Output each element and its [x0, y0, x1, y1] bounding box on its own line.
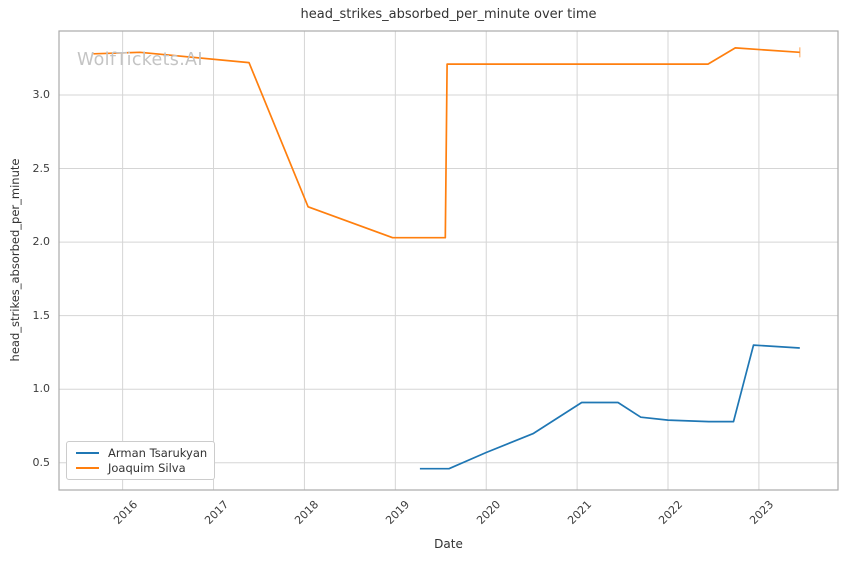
- plot-border: [58, 30, 839, 491]
- y-tick-label: 3.0: [32, 87, 51, 101]
- legend-line-swatch-orange: [76, 467, 99, 470]
- y-axis-label: head_strikes_absorbed_per_minute: [8, 158, 22, 362]
- legend-line-swatch-blue: [76, 451, 99, 454]
- legend-item-joaquim-silva: Joaquim Silva: [76, 461, 210, 475]
- y-tick-label: 0.5: [32, 455, 51, 469]
- legend-item-arman-tsarukyan: Arman Tsarukyan: [76, 446, 210, 460]
- watermark: WolfTickets.AI: [77, 50, 203, 70]
- y-tick-label: 1.5: [32, 308, 51, 322]
- x-axis-label: Date: [434, 537, 463, 551]
- legend: Arman Tsarukyan Joaquim Silva: [66, 441, 215, 480]
- series-line: [419, 344, 800, 470]
- legend-label: Arman Tsarukyan: [108, 445, 208, 460]
- y-tick-label: 2.0: [32, 235, 51, 249]
- chart-title: head_strikes_absorbed_per_minute over ti…: [300, 7, 597, 22]
- legend-label: Joaquim Silva: [108, 461, 186, 476]
- y-tick-label: 2.5: [32, 161, 51, 175]
- series-line: [93, 47, 800, 239]
- y-tick-label: 1.0: [32, 382, 51, 396]
